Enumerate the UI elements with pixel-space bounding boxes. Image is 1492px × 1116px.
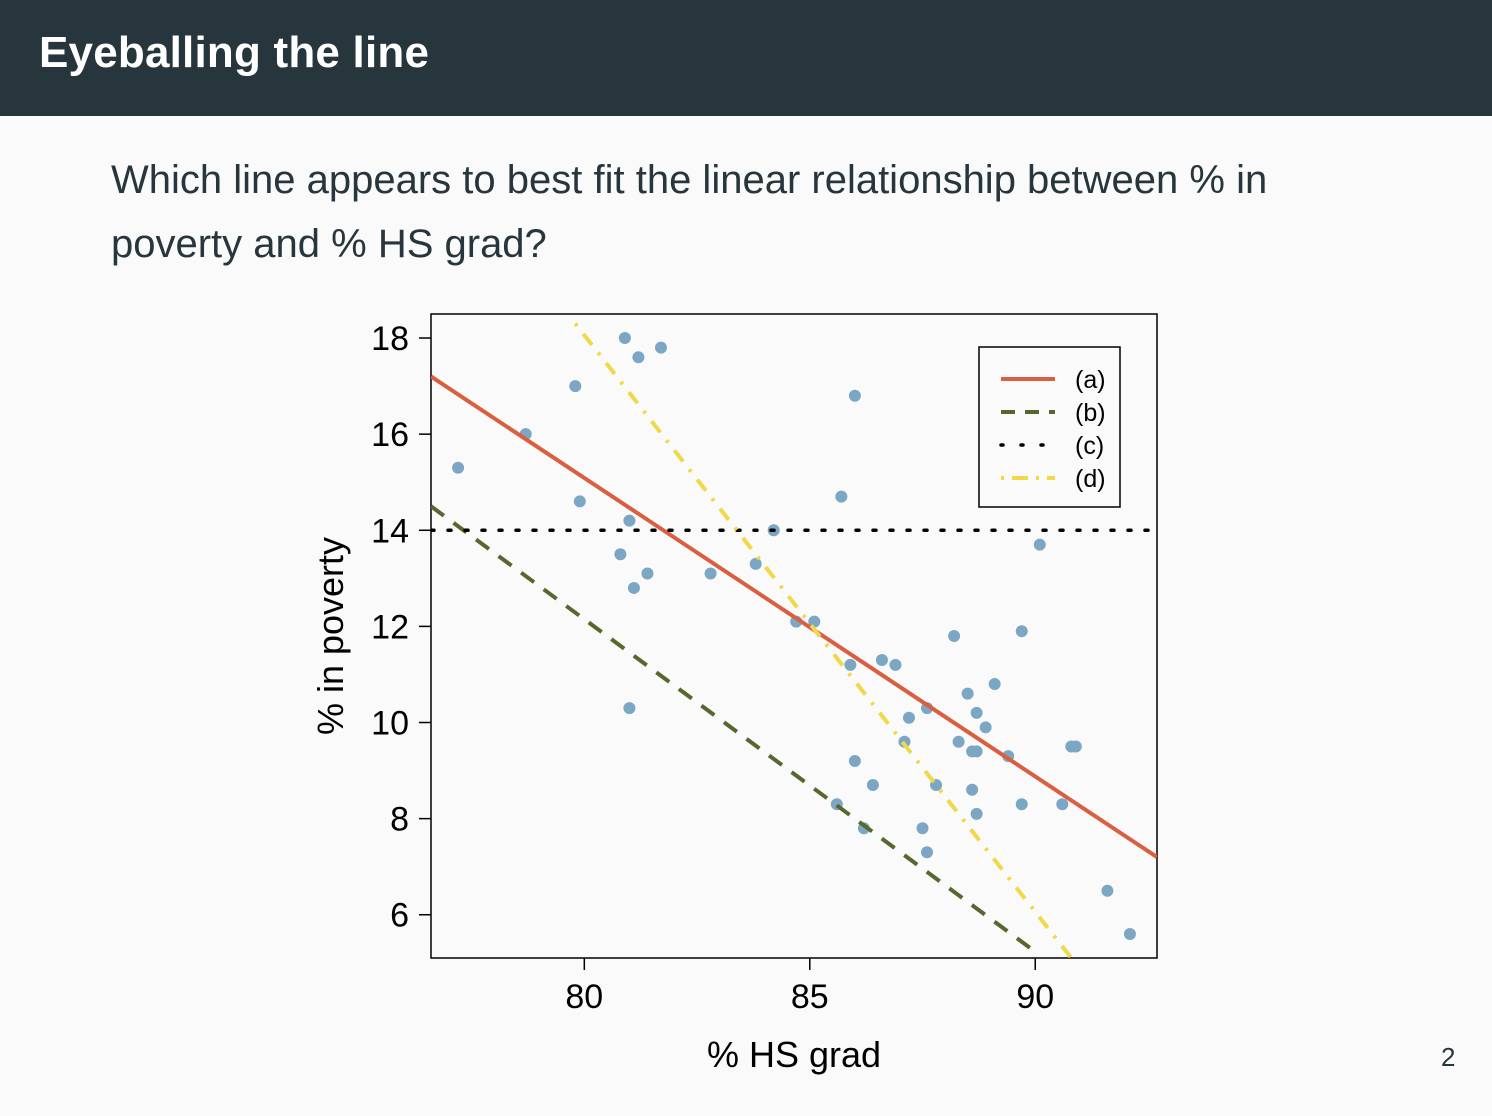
data-point	[921, 846, 934, 859]
data-point	[1101, 884, 1114, 897]
data-point	[1015, 798, 1028, 811]
data-point	[970, 745, 983, 758]
x-axis-label: % HS grad	[707, 1034, 881, 1075]
data-point	[623, 514, 636, 527]
y-tick-label: 8	[390, 801, 409, 839]
data-point	[623, 702, 636, 715]
data-point	[844, 658, 857, 671]
legend-label-c: (c)	[1075, 432, 1104, 460]
data-point	[704, 567, 717, 580]
y-tick-label: 16	[371, 416, 409, 454]
x-tick-label: 85	[791, 978, 829, 1016]
series-line-a	[431, 374, 1157, 859]
legend-box	[978, 346, 1121, 508]
data-point	[902, 711, 915, 724]
data-point	[808, 615, 821, 628]
data-point	[875, 654, 888, 667]
data-point	[1015, 625, 1028, 638]
data-point	[948, 630, 961, 642]
data-point	[979, 721, 992, 734]
data-point	[961, 687, 974, 700]
page-number: 2	[1441, 1042, 1456, 1072]
data-point	[1069, 740, 1082, 753]
data-point	[618, 332, 631, 345]
series-line-d	[573, 322, 1073, 958]
y-tick-label: 12	[371, 608, 409, 646]
data-point	[749, 557, 762, 570]
data-point	[614, 548, 627, 561]
y-tick-label: 10	[371, 705, 409, 743]
legend-label-b: (b)	[1075, 399, 1106, 427]
data-point	[573, 495, 586, 508]
data-point	[641, 567, 654, 580]
data-point	[952, 735, 965, 748]
data-point	[966, 783, 979, 796]
x-tick-label: 80	[565, 978, 603, 1016]
y-tick-label: 14	[371, 512, 409, 550]
slide-title: Eyeballing the line	[39, 28, 430, 77]
y-tick-label: 18	[371, 320, 409, 358]
data-point	[916, 822, 929, 835]
data-point	[627, 581, 640, 594]
data-point	[970, 807, 983, 820]
data-point	[654, 341, 667, 354]
data-point	[1123, 927, 1136, 940]
data-point	[889, 658, 902, 671]
data-point	[835, 490, 848, 503]
legend-label-a: (a)	[1075, 366, 1106, 394]
data-point	[632, 351, 645, 364]
data-point	[848, 754, 861, 767]
data-point	[848, 389, 861, 402]
data-point	[1033, 538, 1046, 551]
x-tick-label: 90	[1016, 978, 1054, 1016]
y-tick-label: 6	[390, 897, 409, 935]
data-point	[970, 706, 983, 719]
data-point	[866, 778, 879, 791]
data-point	[988, 678, 1001, 691]
legend-label-d: (d)	[1075, 465, 1106, 493]
series-line-b	[431, 504, 1032, 950]
data-point	[1056, 798, 1069, 811]
slide-header: Eyeballing the line	[0, 0, 1492, 116]
data-point	[452, 461, 465, 474]
y-axis-label: % in poverty	[310, 537, 351, 735]
data-point	[569, 380, 582, 393]
question-text: Which line appears to best fit the linea…	[111, 158, 1268, 266]
